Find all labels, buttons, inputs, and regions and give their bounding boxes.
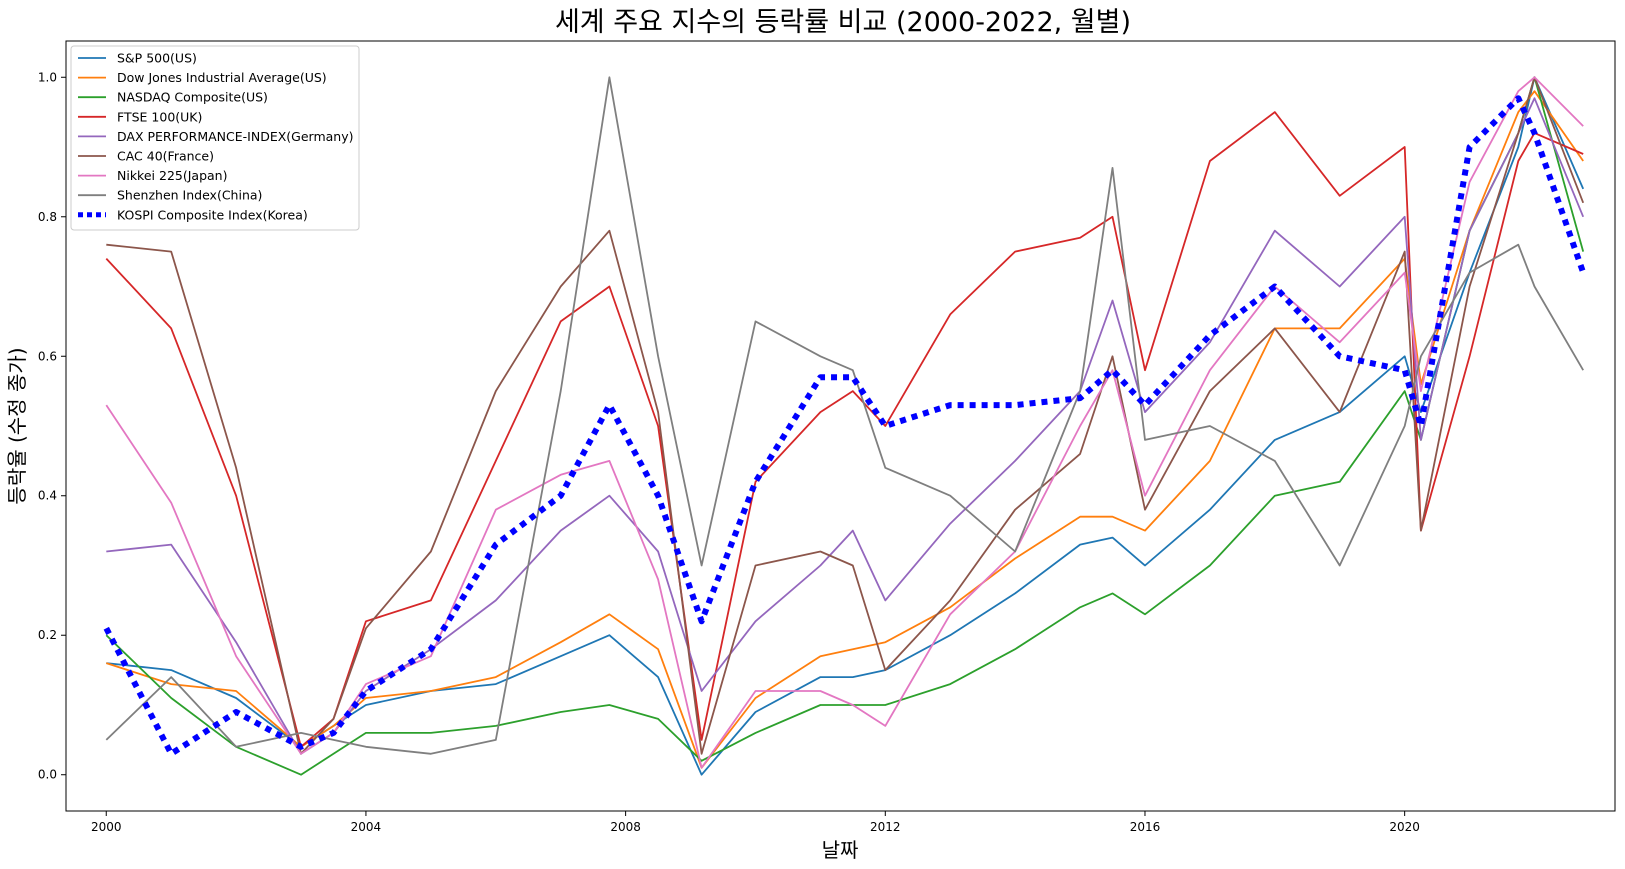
y-tick-label: 0.2 (38, 628, 57, 642)
legend-box (70, 45, 360, 231)
legend-label: NASDAQ Composite(US) (117, 90, 268, 105)
x-axis: 2000 2004 2008 2012 2016 2020 (91, 811, 1420, 834)
y-tick-label: 0.4 (38, 489, 57, 503)
x-tick-label: 2008 (610, 820, 641, 834)
x-tick-label: 2000 (91, 820, 122, 834)
y-axis-title: 등락율 (수정 종가) (5, 347, 29, 504)
series-line-1 (106, 76, 1585, 776)
y-tick-label: 0.6 (38, 349, 57, 363)
legend: S&P 500(US) Dow Jones Industrial Average(… (70, 45, 360, 231)
series-line-2 (106, 90, 1584, 769)
x-tick-label: 2004 (351, 820, 382, 834)
y-axis: 0.0 0.2 0.4 0.6 0.8 1.0 (38, 70, 66, 782)
legend-label: CAC 40(France) (117, 149, 214, 164)
legend-label: Dow Jones Industrial Average(US) (117, 70, 327, 85)
legend-label: FTSE 100(UK) (117, 109, 202, 124)
series-line-3 (105, 76, 1585, 776)
chart-title: 세계 주요 지수의 등락률 비교 (2000-2022, 월별) (555, 7, 1131, 38)
legend-label: Nikkei 225(Japan) (117, 168, 227, 183)
y-tick-label: 0.8 (38, 210, 57, 224)
legend-label: KOSPI Composite Index(Korea) (117, 207, 308, 222)
x-tick-label: 2020 (1389, 820, 1420, 834)
legend-label: S&P 500(US) (117, 51, 197, 66)
x-tick-label: 2016 (1130, 820, 1161, 834)
x-axis-title: 날짜 (822, 838, 859, 862)
series-layer (103, 76, 1587, 776)
y-tick-label: 0.0 (38, 768, 57, 782)
legend-label: DAX PERFORMANCE-INDEX(Germany) (117, 129, 353, 144)
series-line-7 (105, 76, 1584, 769)
legend-label: Shenzhen Index(China) (117, 188, 262, 203)
series-line-9 (103, 95, 1587, 757)
plot-frame (65, 40, 1616, 812)
x-tick-label: 2012 (870, 820, 901, 834)
series-line-4 (105, 111, 1584, 748)
series-line-8 (105, 76, 1584, 755)
y-tick-label: 1.0 (38, 70, 57, 84)
series-line-5 (106, 97, 1585, 755)
